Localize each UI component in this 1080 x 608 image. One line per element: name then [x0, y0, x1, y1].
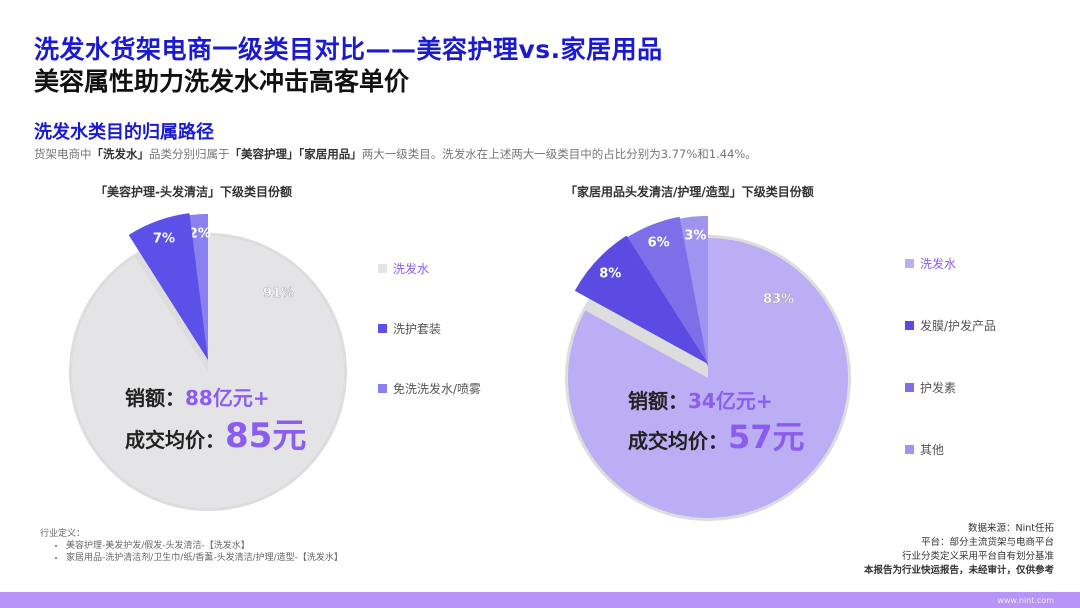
legend-label: 洗发水 [393, 262, 430, 276]
pie-slice-1-0 [568, 238, 848, 518]
pie-label: 8% [599, 266, 621, 281]
sales-beauty: 销额：88亿元+ [125, 382, 270, 411]
pie-slice-1-1 [574, 235, 708, 364]
footnote: 行业定义： 美容护理-美发护发/假发-头发清洁-【洗发水】家居用品-洗护清洁剂/… [40, 528, 343, 564]
legend-label: 其他 [920, 443, 945, 457]
legend-item: 发膜/护发产品 [905, 317, 996, 334]
pie-label: 7% [153, 232, 175, 247]
page-title: 洗发水货架电商一级类目对比——美容护理vs.家居用品 [34, 35, 663, 64]
source-notes: 数据来源：Nint任拓 平台：部分主流货架与电商平台 行业分类定义采用平台自有划… [864, 522, 1054, 578]
footnote-heading: 行业定义： [40, 529, 86, 539]
description: 货架电商中「洗发水」品类分别归属于「美容护理」「家居用品」两大一级类目。洗发水在… [34, 146, 757, 162]
pie-label: 6% [648, 235, 670, 250]
footnote-item: 家居用品-洗护清洁剂/卫生巾/纸/香薰-头发清洁/护理/造型-【洗发水】 [66, 552, 343, 564]
sales-home: 销额：34亿元+ [628, 385, 773, 414]
footer-url: www.nint.com [997, 596, 1054, 605]
pie-label: 2% [189, 226, 211, 241]
chart-title-home: 「家居用品头发清洁/护理/造型」下级类目份额 [565, 185, 814, 199]
pie-slice-1-2 [626, 216, 708, 366]
legend-swatch [378, 324, 387, 333]
legend-label: 发膜/护发产品 [920, 319, 997, 333]
source-line: 数据来源：Nint任拓 [968, 523, 1054, 534]
sales-value: 88亿元+ [185, 386, 270, 410]
sales-label: 销额： [628, 389, 688, 413]
desc-bold: 「美容护理」「家居用品」 [229, 147, 362, 161]
source-line: 平台：部分主流货架与电商平台 [920, 537, 1054, 548]
source-line: 本报告为行业快运报告，未经审计，仅供参考 [863, 565, 1054, 576]
legend-item: 其他 [905, 441, 944, 458]
footnote-item: 美容护理-美发护发/假发-头发清洁-【洗发水】 [66, 540, 343, 552]
legend-item: 洗发水 [378, 260, 429, 277]
legend-swatch [905, 321, 914, 330]
page-subtitle: 美容属性助力洗发水冲击高客单价 [34, 67, 410, 96]
chart-title-beauty: 「美容护理-头发清洁」下级类目份额 [95, 185, 292, 199]
pie-label: 3% [684, 229, 706, 244]
legend-swatch [905, 259, 914, 268]
legend-swatch [905, 445, 914, 454]
legend-item: 护发素 [905, 379, 956, 396]
footer-bar [0, 592, 1080, 608]
price-value: 85元 [225, 416, 307, 456]
pie-slice-0-0 [72, 236, 345, 509]
legend-label: 洗发水 [920, 257, 957, 271]
price-value: 57元 [728, 418, 805, 456]
legend-label: 洗护套装 [393, 322, 442, 336]
pie-label: 91% [263, 286, 294, 301]
sales-label: 销额： [125, 386, 185, 410]
legend-item: 免洗洗发水/喷雾 [378, 380, 481, 397]
pie-slice-0-1 [128, 213, 208, 360]
desc-text: 品类分别归属于 [149, 147, 230, 161]
legend-swatch [378, 264, 387, 273]
pie-label: 83% [763, 292, 794, 307]
legend-item: 洗护套装 [378, 320, 441, 337]
legend-swatch [378, 384, 387, 393]
legend-swatch [905, 383, 914, 392]
price-beauty: 成交均价：85元 [125, 408, 306, 457]
price-home: 成交均价：57元 [628, 412, 805, 458]
price-label: 成交均价： [125, 428, 225, 452]
sales-value: 34亿元+ [688, 389, 773, 413]
section-title: 洗发水类目的归属路径 [34, 122, 214, 143]
legend-label: 免洗洗发水/喷雾 [393, 382, 482, 396]
desc-text: 货架电商中 [34, 147, 92, 161]
legend-item: 洗发水 [905, 255, 956, 272]
source-line: 行业分类定义采用平台自有划分基准 [901, 551, 1054, 562]
price-label: 成交均价： [628, 429, 728, 453]
desc-text: 两大一级类目。洗发水在上述两大一级类目中的占比分别为3.77%和1.44%。 [361, 147, 757, 161]
legend-label: 护发素 [920, 381, 957, 395]
desc-bold: 「洗发水」 [91, 147, 150, 161]
